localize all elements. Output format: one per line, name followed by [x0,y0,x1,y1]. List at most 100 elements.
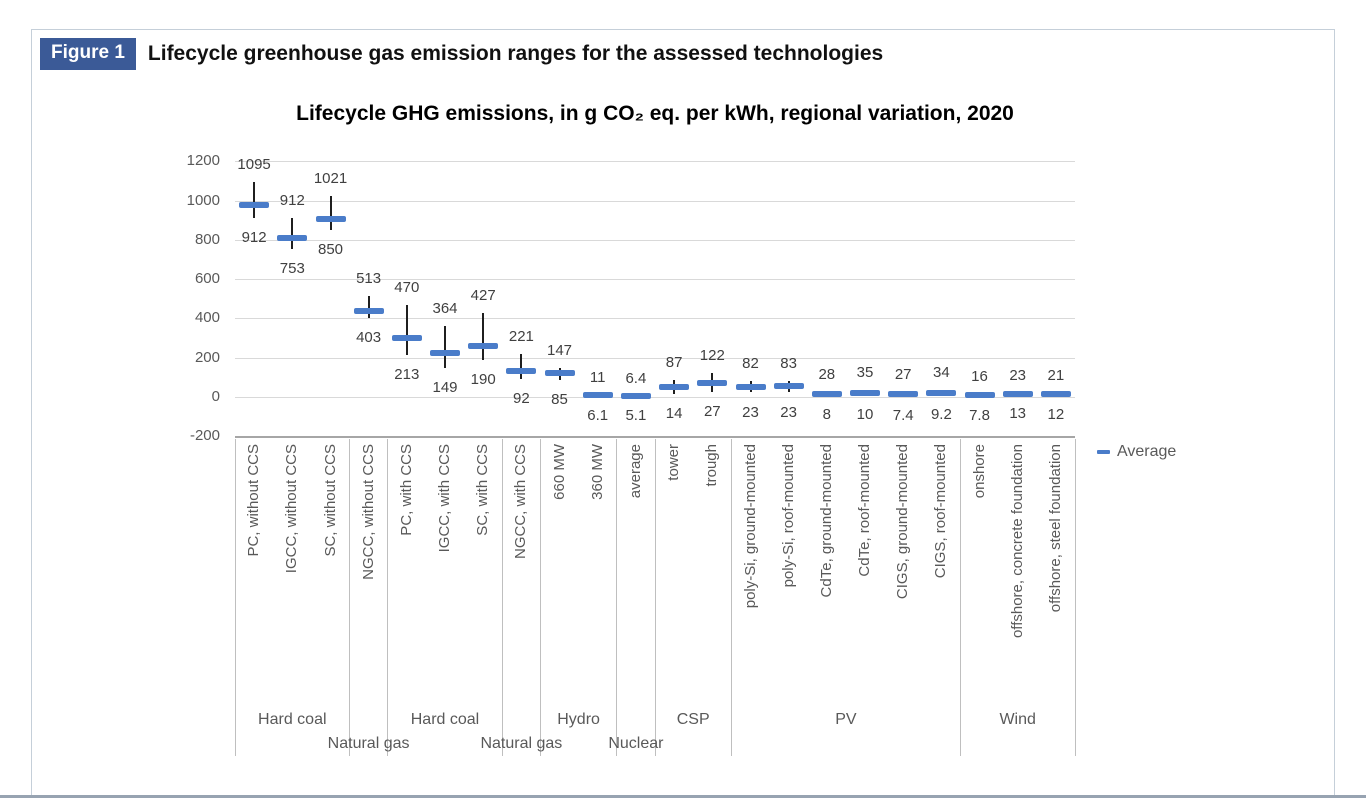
figure-frame [31,29,1335,797]
max-data-label: 1095 [237,155,271,173]
figure-heading: Lifecycle greenhouse gas emission ranges… [147,42,884,65]
category-label: trough [703,444,721,487]
min-data-label: 850 [317,241,344,258]
min-data-label: 149 [432,378,458,396]
average-marker [926,389,957,396]
max-data-label: 513 [356,270,382,288]
range-whisker [367,296,370,318]
average-marker [1002,390,1033,397]
category-label: offshore, concrete foundation [1008,444,1026,639]
category-label: onshore [970,444,988,499]
group-label: CSP [676,711,710,728]
min-data-label: 403 [356,328,382,346]
min-data-label: 85 [551,391,568,409]
category-label: SC, with CCS [474,444,492,536]
gridline-1000 [235,200,1075,202]
chart-title: Lifecycle GHG emissions, in g CO₂ eq. pe… [296,102,1014,125]
gridline-600 [235,279,1075,281]
average-marker [888,390,919,397]
category-label: CdTe, roof-mounted [856,444,873,577]
gridline-200 [235,357,1075,359]
group-label: Hydro [557,711,600,728]
range-whisker [482,313,485,360]
average-marker [391,335,422,342]
group-divider-line [501,439,503,756]
group-divider-line [654,439,656,756]
group-divider-line [540,439,541,756]
min-data-label: 213 [394,366,420,384]
max-data-label: 427 [470,287,496,305]
max-data-label: 6.4 [625,369,647,387]
category-label: NGCC, without CCS [359,444,377,580]
max-data-label: 221 [508,327,534,345]
average-marker [544,370,575,376]
category-label: average [626,444,644,499]
average-marker [1040,390,1071,397]
max-data-label: 21 [1047,366,1065,384]
min-data-label: 12 [1047,405,1065,423]
max-data-label: 16 [971,367,988,385]
min-data-label: 23 [780,403,797,421]
figure-header: Figure 1 Lifecycle greenhouse gas emissi… [40,38,883,70]
category-label: tower [665,444,683,481]
y-axis-tick-label: 1000 [186,191,220,209]
max-data-label: 364 [432,299,458,317]
y-axis-tick-label: 200 [194,348,220,366]
average-marker [620,392,651,399]
category-label: offshore, steel foundation [1046,444,1064,613]
average-marker [811,390,842,397]
category-label: IGCC, with CCS [436,444,453,553]
group-label: Nuclear [608,735,664,752]
group-divider-line [960,439,961,756]
y-axis-tick-label: 0 [211,388,220,405]
min-data-label: 912 [241,228,267,246]
category-label: poly-Si, roof-mounted [779,444,797,588]
min-data-label: 5.1 [625,407,647,424]
min-data-label: 753 [279,260,305,277]
max-data-label: 28 [818,365,836,383]
legend: Average [1097,443,1176,461]
gridline-0 [235,397,1075,398]
category-label: PC, without CCS [245,444,263,557]
group-divider-line [616,439,618,756]
max-data-label: 11 [589,368,606,386]
average-marker [659,384,690,391]
group-label: Hard coal [410,711,480,728]
average-marker [964,391,995,398]
legend-label: Average [1117,443,1177,460]
category-label: PC, with CCS [397,444,415,536]
category-label: CIGS, roof-mounted [932,444,950,579]
category-label: 660 MW [550,444,568,500]
range-whisker [329,196,332,230]
category-label: CdTe, ground-mounted [817,444,835,598]
category-label: poly-Si, ground-mounted [741,444,759,609]
y-axis-tick-label: 400 [194,309,220,327]
category-label: CIGS, ground-mounted [894,444,912,600]
gridline-800 [235,239,1075,241]
category-label: 360 MW [588,444,606,500]
range-whisker [291,217,294,249]
min-data-label: 8 [822,406,831,424]
group-divider-line [730,439,732,756]
max-data-label: 1021 [313,170,348,188]
average-marker [277,234,308,241]
max-data-label: 87 [665,353,683,371]
gridline-400 [235,318,1075,320]
group-label: Natural gas [327,735,410,752]
max-data-label: 147 [546,342,573,360]
gridline-1200 [235,161,1075,163]
min-data-label: 14 [665,405,683,423]
average-marker [582,392,613,399]
average-marker [735,383,766,390]
max-data-label: 23 [1009,366,1027,384]
max-data-label: 470 [394,278,420,296]
min-data-label: 27 [703,402,721,420]
min-data-label: 7.4 [892,406,914,424]
group-divider-line [234,439,236,756]
min-data-label: 10 [856,406,874,423]
max-data-label: 82 [742,354,759,372]
gridline--200 [235,436,1075,439]
y-axis-tick-label: 600 [194,270,220,288]
y-axis-tick-label: -200 [189,427,220,445]
group-label: Wind [999,711,1036,728]
